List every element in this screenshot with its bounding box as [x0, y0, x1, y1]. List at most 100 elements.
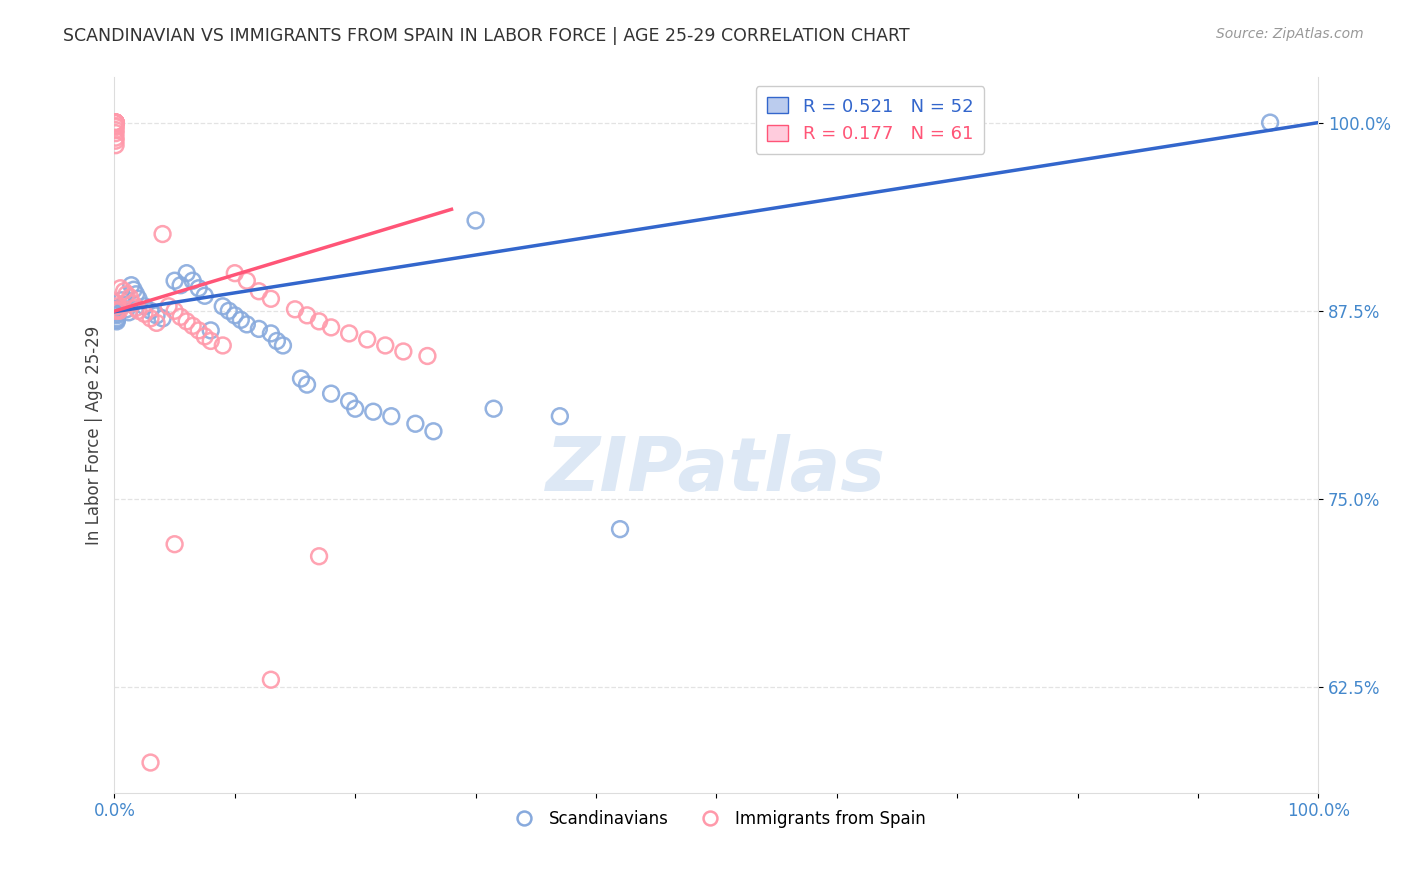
Text: ZIPatlas: ZIPatlas	[547, 434, 886, 508]
Point	[169, 278, 191, 293]
Point	[247, 322, 270, 336]
Point	[104, 119, 127, 133]
Point	[266, 334, 288, 348]
Point	[229, 313, 252, 327]
Point	[163, 303, 186, 318]
Point	[211, 338, 233, 352]
Point	[104, 115, 127, 129]
Point	[284, 302, 307, 317]
Point	[163, 537, 186, 551]
Point	[194, 289, 217, 303]
Point	[104, 134, 127, 148]
Point	[374, 338, 396, 352]
Point	[416, 349, 439, 363]
Point	[104, 120, 127, 135]
Point	[104, 115, 127, 129]
Point	[187, 281, 209, 295]
Point	[104, 115, 127, 129]
Point	[105, 313, 128, 327]
Point	[295, 377, 318, 392]
Point	[107, 302, 129, 317]
Point	[482, 401, 505, 416]
Point	[609, 522, 631, 536]
Point	[392, 344, 415, 359]
Point	[120, 278, 142, 293]
Point	[361, 405, 384, 419]
Point	[200, 334, 222, 348]
Point	[104, 115, 127, 129]
Point	[319, 386, 342, 401]
Point	[104, 115, 127, 129]
Point	[112, 298, 135, 312]
Point	[422, 425, 444, 439]
Point	[104, 115, 127, 129]
Point	[187, 323, 209, 337]
Point	[152, 311, 174, 326]
Point	[105, 307, 128, 321]
Point	[337, 394, 360, 409]
Legend: Scandinavians, Immigrants from Spain: Scandinavians, Immigrants from Spain	[501, 803, 932, 834]
Point	[110, 281, 132, 295]
Point	[139, 311, 162, 326]
Point	[134, 299, 156, 313]
Point	[108, 303, 131, 318]
Text: SCANDINAVIAN VS IMMIGRANTS FROM SPAIN IN LABOR FORCE | AGE 25-29 CORRELATION CHA: SCANDINAVIAN VS IMMIGRANTS FROM SPAIN IN…	[63, 27, 910, 45]
Point	[104, 115, 127, 129]
Point	[271, 338, 294, 352]
Point	[105, 303, 128, 318]
Point	[548, 409, 571, 424]
Point	[127, 292, 149, 306]
Point	[260, 673, 283, 687]
Point	[112, 285, 135, 299]
Point	[105, 309, 128, 323]
Point	[337, 326, 360, 341]
Point	[211, 299, 233, 313]
Point	[122, 283, 145, 297]
Point	[176, 314, 198, 328]
Point	[181, 274, 204, 288]
Point	[125, 301, 148, 315]
Point	[308, 549, 330, 564]
Point	[104, 115, 127, 129]
Point	[194, 329, 217, 343]
Point	[104, 130, 127, 145]
Point	[145, 309, 167, 323]
Point	[247, 285, 270, 299]
Point	[260, 292, 283, 306]
Text: Source: ZipAtlas.com: Source: ZipAtlas.com	[1216, 27, 1364, 41]
Point	[115, 302, 138, 317]
Point	[105, 311, 128, 326]
Point	[104, 303, 127, 318]
Point	[1258, 115, 1281, 129]
Point	[118, 305, 141, 319]
Point	[105, 305, 128, 319]
Point	[105, 314, 128, 328]
Point	[139, 303, 162, 318]
Point	[108, 301, 131, 315]
Point	[125, 287, 148, 301]
Point	[356, 333, 378, 347]
Point	[404, 417, 426, 431]
Point	[308, 314, 330, 328]
Point	[104, 138, 127, 153]
Point	[104, 115, 127, 129]
Point	[200, 323, 222, 337]
Point	[104, 115, 127, 129]
Point	[104, 123, 127, 137]
Point	[104, 115, 127, 129]
Point	[105, 302, 128, 317]
Point	[290, 371, 312, 385]
Point	[295, 309, 318, 323]
Point	[464, 213, 486, 227]
Point	[260, 326, 283, 341]
Point	[120, 290, 142, 304]
Point	[104, 126, 127, 140]
Point	[181, 318, 204, 333]
Point	[319, 320, 342, 334]
Point	[157, 299, 180, 313]
Point	[111, 293, 134, 308]
Point	[176, 266, 198, 280]
Point	[163, 274, 186, 288]
Point	[152, 227, 174, 241]
Point	[236, 274, 259, 288]
